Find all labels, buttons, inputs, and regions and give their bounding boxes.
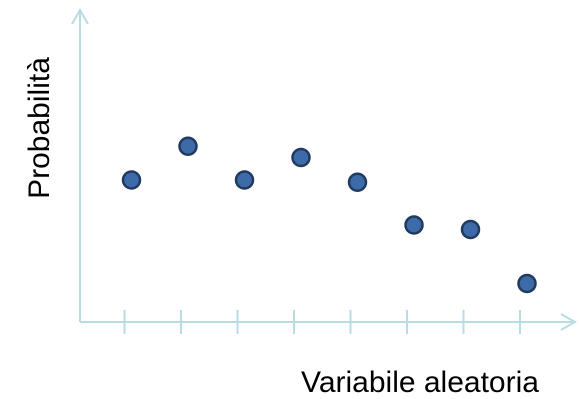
data-point-6 [404,215,424,235]
axes [71,7,578,331]
data-point-1 [121,170,142,190]
data-point-2 [178,136,198,156]
x-axis-arrow [560,313,578,331]
y-axis-arrow [71,7,89,25]
data-point-8 [517,273,537,294]
data-points [121,136,537,294]
data-point-3 [234,170,255,190]
y-axis-label: Probabilità [23,57,56,199]
x-axis-ticks [123,310,521,334]
data-point-5 [347,172,368,192]
data-point-7 [460,219,481,240]
data-point-4 [291,147,311,168]
x-axis-label: Variabile aleatoria [301,366,539,399]
